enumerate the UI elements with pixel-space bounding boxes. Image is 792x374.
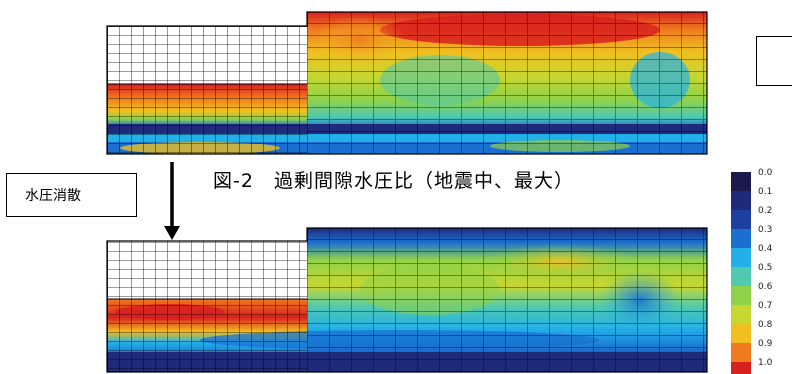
colorbar-swatch <box>731 191 751 210</box>
colorbar-tick-label: 0.6 <box>758 282 773 292</box>
colorbar-tick-label: 0.3 <box>758 225 773 235</box>
bottom-contour-panel <box>106 227 708 373</box>
colorbar-tick-label: 0.1 <box>758 187 773 197</box>
colorbar-swatch <box>731 229 751 248</box>
colorbar-tick-label: 1.0 <box>758 358 773 368</box>
annotation-label: 水圧消散 <box>25 188 81 204</box>
colorbar-tick-label: 0.8 <box>758 320 773 330</box>
figure-caption: 図-2 過剰間隙水圧比（地震中、最大） <box>213 170 574 192</box>
colorbar-swatch <box>731 210 751 229</box>
cropped-box <box>756 36 792 86</box>
colorbar-swatch <box>731 172 751 191</box>
colorbar-swatch <box>731 305 751 324</box>
colorbar-swatch <box>731 267 751 286</box>
top-contour-panel <box>106 11 708 155</box>
colorbar-swatch <box>731 324 751 343</box>
colorbar-tick-label: 0.7 <box>758 301 773 311</box>
colorbar-tick-label: 0.2 <box>758 206 773 216</box>
colorbar-tick-label: 0.9 <box>758 339 773 349</box>
colorbar-swatch <box>731 362 751 374</box>
colorbar-swatch <box>731 286 751 305</box>
colorbar-swatch <box>731 248 751 267</box>
colorbar-tick-label: 0.5 <box>758 263 773 273</box>
colorbar <box>731 172 751 374</box>
down-arrow-icon <box>164 162 180 240</box>
colorbar-swatch <box>731 343 751 362</box>
colorbar-tick-label: 0.4 <box>758 244 773 254</box>
annotation-box: 水圧消散 <box>6 173 137 217</box>
colorbar-tick-label: 0.0 <box>758 168 773 178</box>
